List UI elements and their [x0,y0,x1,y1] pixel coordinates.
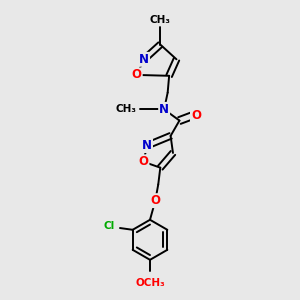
Text: O: O [191,109,201,122]
Text: O: O [139,155,148,168]
Text: OCH₃: OCH₃ [135,278,165,288]
Text: N: N [159,103,169,116]
Text: N: N [139,53,149,66]
Text: CH₃: CH₃ [150,15,171,26]
Text: Cl: Cl [103,221,115,231]
Text: N: N [142,139,152,152]
Text: CH₃: CH₃ [116,104,137,114]
Text: O: O [150,194,160,207]
Text: O: O [132,68,142,81]
